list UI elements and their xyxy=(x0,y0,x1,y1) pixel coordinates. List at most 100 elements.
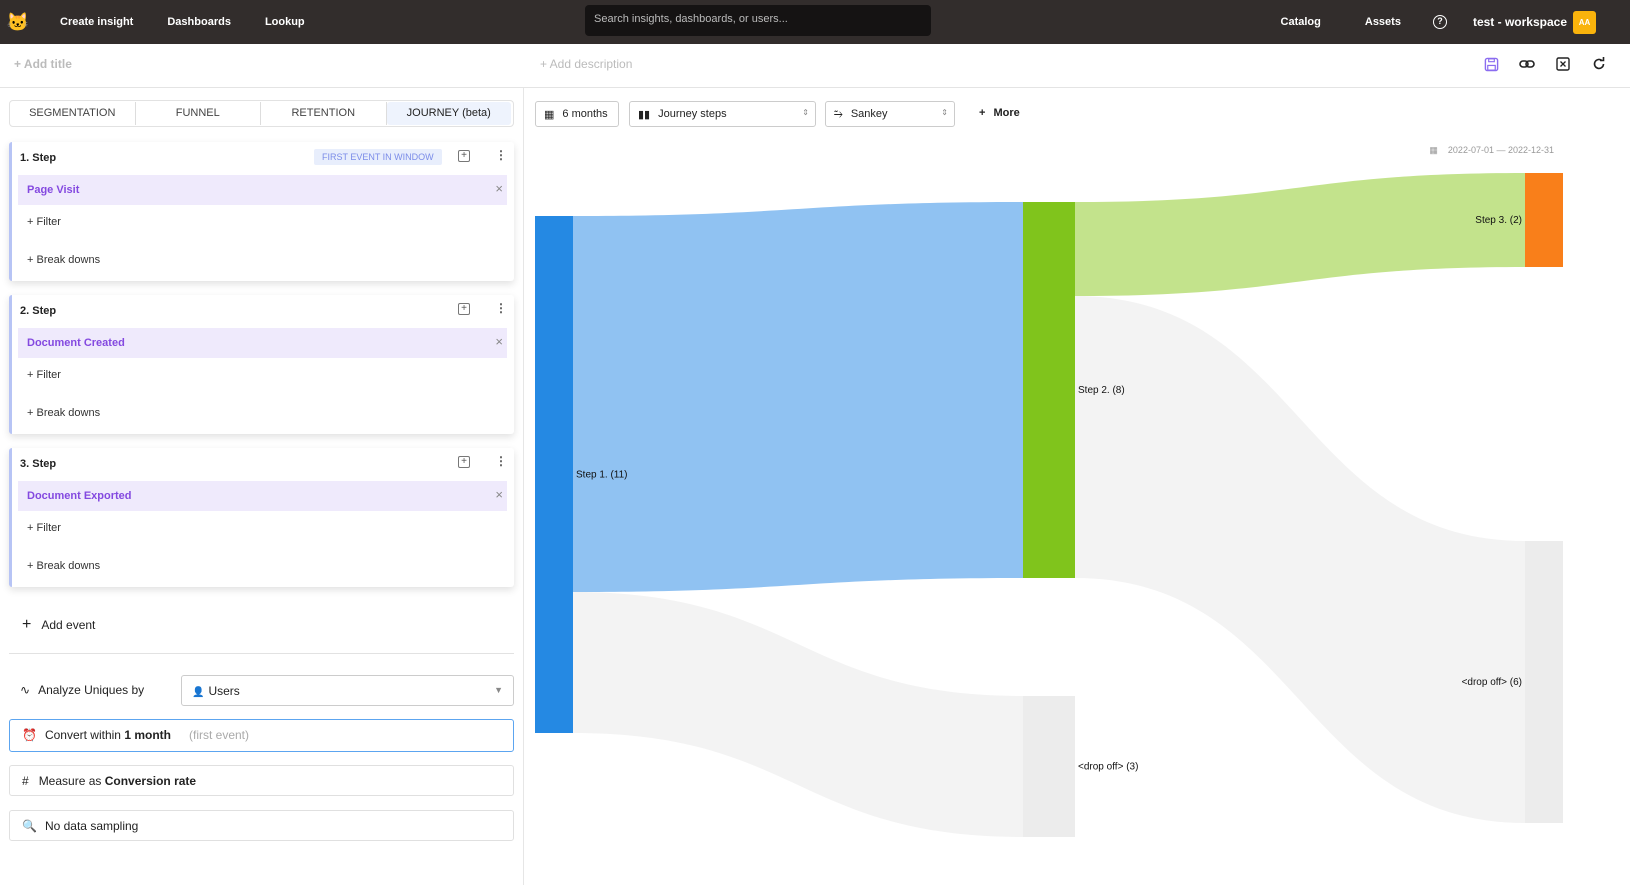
avatar[interactable]: AA xyxy=(1573,10,1596,34)
nav-create-insight[interactable]: Create insight xyxy=(60,16,134,28)
sankey-link-s2-d2[interactable] xyxy=(1075,296,1525,823)
sankey-node-s3[interactable] xyxy=(1525,173,1563,267)
measure-value: Conversion rate xyxy=(104,774,197,788)
bar-chart-icon: ▮▮ xyxy=(638,109,651,121)
add-filter-button[interactable]: + Filter xyxy=(27,369,61,381)
more-vertical-icon[interactable]: ⋮ xyxy=(495,148,507,162)
more-label: More xyxy=(993,107,1020,119)
add-box-icon[interactable]: + xyxy=(458,150,470,162)
sankey-link-s2-s3[interactable] xyxy=(1075,173,1525,296)
chevron-updown-icon: ⇕ xyxy=(941,108,948,117)
convert-value: 1 month xyxy=(124,728,171,742)
add-breakdown-button[interactable]: + Break downs xyxy=(27,560,101,572)
add-breakdown-button[interactable]: + Break downs xyxy=(27,407,101,419)
workspace-name[interactable]: test - workspace xyxy=(1472,15,1567,29)
sankey-chart: Step 1. (11) Step 2. (8) <drop off> (3) Ste… xyxy=(535,173,1563,837)
remove-event-icon[interactable]: × xyxy=(495,487,503,502)
event-selector[interactable]: Document Created × xyxy=(18,328,507,358)
remove-event-icon[interactable]: × xyxy=(495,334,503,349)
measure-button[interactable]: # Measure as Conversion rate xyxy=(9,765,514,796)
sankey-link-s1-s2[interactable] xyxy=(573,202,1023,592)
convert-note: (first event) xyxy=(189,728,250,742)
date-range-label: 6 months xyxy=(562,108,608,120)
chevron-down-icon: ▼ xyxy=(494,685,503,695)
add-box-icon[interactable]: + xyxy=(458,456,470,468)
sankey-node-d1[interactable] xyxy=(1023,696,1075,837)
calendar-icon: ▦ xyxy=(1429,145,1438,155)
divider xyxy=(9,653,514,654)
add-filter-button[interactable]: + Filter xyxy=(27,216,61,228)
sankey-node-label: <drop off> (6) xyxy=(1462,677,1522,688)
hash-icon: # xyxy=(22,774,29,788)
insight-header: + Add title + Add description xyxy=(0,44,1630,88)
step-title: 3. Step xyxy=(20,458,57,470)
nav-lookup[interactable]: Lookup xyxy=(264,16,305,28)
link-icon[interactable] xyxy=(1518,55,1536,73)
event-selector[interactable]: Document Exported × xyxy=(18,481,507,511)
event-selector[interactable]: Page Visit × xyxy=(18,175,507,205)
convert-prefix: Convert within xyxy=(44,728,121,742)
save-icon[interactable] xyxy=(1482,55,1500,73)
sankey-node-label: Step 1. (11) xyxy=(576,470,628,481)
add-description-button[interactable]: + Add description xyxy=(540,57,633,71)
more-button[interactable]: + More xyxy=(971,101,1028,127)
sankey-node-label: Step 3. (2) xyxy=(1475,215,1522,226)
nav-catalog[interactable]: Catalog xyxy=(1280,16,1321,28)
step-card-2: 2. Step + ⋮ Document Created × + Filter +… xyxy=(9,295,514,434)
add-event-button[interactable]: + Add event xyxy=(22,616,95,634)
chevron-updown-icon: ⇕ xyxy=(802,108,809,117)
sankey-node-d2[interactable] xyxy=(1525,541,1563,823)
sankey-node-s2[interactable] xyxy=(1023,202,1075,578)
help-icon[interactable]: ? xyxy=(1432,15,1447,29)
sankey-node-label: <drop off> (3) xyxy=(1078,762,1138,773)
date-range-button[interactable]: ▦ 6 months xyxy=(535,101,619,127)
chart-area: ▦ 6 months ▮▮ Journey steps ⇕ ⥲ Sankey ⇕ + Mor… xyxy=(525,88,1630,885)
user-icon: 👤 xyxy=(192,687,205,698)
event-name: Page Visit xyxy=(27,184,80,196)
step-title: 2. Step xyxy=(20,305,57,317)
calendar-icon: ▦ xyxy=(544,109,555,121)
nav-assets[interactable]: Assets xyxy=(1364,16,1401,28)
nav-dashboards[interactable]: Dashboards xyxy=(167,16,231,28)
tab-journey[interactable]: JOURNEY (beta) xyxy=(386,102,511,125)
sampling-label: No data sampling xyxy=(44,819,139,833)
remove-event-icon[interactable]: × xyxy=(495,181,503,196)
zoom-out-icon: 🔍 xyxy=(22,819,37,833)
alarm-clock-icon: ⏰ xyxy=(22,728,37,742)
metric-label: Journey steps xyxy=(658,108,727,120)
first-event-badge[interactable]: FIRST EVENT IN WINDOW xyxy=(314,149,442,165)
event-name: Document Exported xyxy=(27,490,132,502)
pulse-icon: ∿ xyxy=(20,683,31,697)
sankey-icon: ⥲ xyxy=(834,108,843,120)
plus-icon: + xyxy=(979,107,986,119)
date-range-text: 2022-07-01 — 2022-12-31 xyxy=(1447,145,1554,155)
more-vertical-icon[interactable]: ⋮ xyxy=(495,454,507,468)
tab-segmentation[interactable]: SEGMENTATION xyxy=(10,102,136,125)
tab-funnel[interactable]: FUNNEL xyxy=(136,102,261,125)
add-event-label: Add event xyxy=(41,618,96,632)
sankey-node-s1[interactable] xyxy=(535,216,573,733)
refresh-icon[interactable] xyxy=(1590,55,1608,73)
add-filter-button[interactable]: + Filter xyxy=(27,522,61,534)
add-box-icon[interactable]: + xyxy=(458,303,470,315)
more-vertical-icon[interactable]: ⋮ xyxy=(495,301,507,315)
metric-select[interactable]: ▮▮ Journey steps ⇕ xyxy=(629,101,816,127)
cat-logo-icon[interactable]: 🐱 xyxy=(6,11,30,32)
plus-icon: + xyxy=(22,616,32,633)
insight-type-tabs: SEGMENTATION FUNNEL RETENTION JOURNEY (b… xyxy=(9,100,514,127)
viz-select[interactable]: ⥲ Sankey ⇕ xyxy=(825,101,955,127)
sankey-link-s1-d1[interactable] xyxy=(573,592,1023,837)
convert-within-button[interactable]: ⏰ Convert within 1 month (first event) xyxy=(9,719,514,752)
uniques-select[interactable]: 👤 Users ▼ xyxy=(181,675,514,706)
step-card-3: 3. Step + ⋮ Document Exported × + Filter … xyxy=(9,448,514,587)
add-title-button[interactable]: + Add title xyxy=(14,57,72,71)
event-name: Document Created xyxy=(27,337,125,349)
query-panel: SEGMENTATION FUNNEL RETENTION JOURNEY (b… xyxy=(0,88,524,885)
close-box-icon[interactable] xyxy=(1554,55,1572,73)
tab-retention[interactable]: RETENTION xyxy=(261,102,387,125)
date-range-display: ▦ 2022-07-01 — 2022-12-31 xyxy=(1429,145,1554,156)
add-breakdown-button[interactable]: + Break downs xyxy=(27,254,101,266)
analyze-label-text: Analyze Uniques by xyxy=(38,683,145,697)
sampling-button[interactable]: 🔍 No data sampling xyxy=(9,810,514,841)
search-input[interactable]: Search insights, dashboards, or users... xyxy=(585,5,931,36)
